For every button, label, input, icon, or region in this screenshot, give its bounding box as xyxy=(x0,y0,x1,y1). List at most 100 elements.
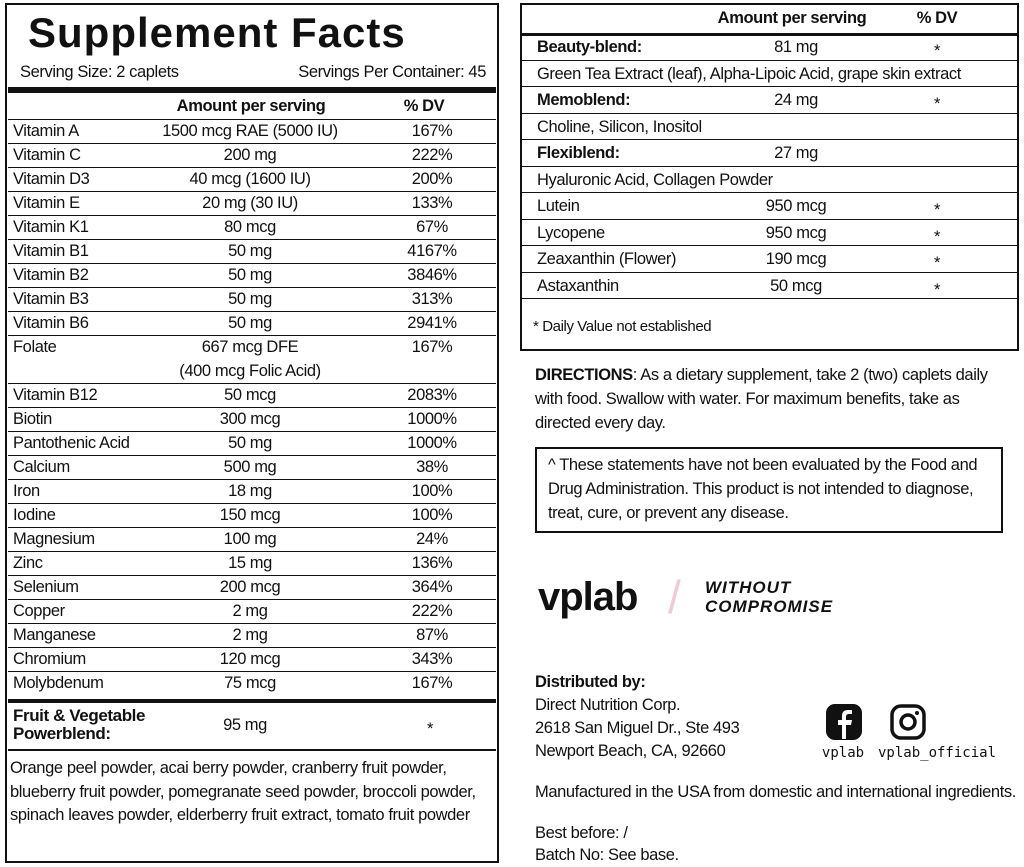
nutrient-name: Memoblend: xyxy=(537,91,631,109)
nutrient-name: Vitamin B2 xyxy=(13,266,89,284)
nutrient-name: Vitamin K1 xyxy=(13,218,89,236)
nutrient-name: Selenium xyxy=(13,578,79,596)
rule xyxy=(8,503,496,504)
rule xyxy=(8,311,496,312)
rule xyxy=(522,139,1017,140)
nutrient-dv: 343% xyxy=(411,650,453,668)
nutrient-amount: 950 mcg xyxy=(765,197,827,215)
nutrient-name: Vitamin B3 xyxy=(13,290,89,308)
nutrient-amount: 50 mcg xyxy=(224,386,276,404)
nutrient-dv: * xyxy=(933,280,941,299)
rule xyxy=(8,527,496,528)
nutrient-dv: * xyxy=(933,42,941,60)
nutrient-dv: 24% xyxy=(416,530,448,548)
nutrient-name: Vitamin E xyxy=(13,194,80,212)
rule xyxy=(8,239,496,240)
rule xyxy=(522,165,1017,167)
facts-panel xyxy=(5,3,499,863)
rule xyxy=(8,287,496,288)
rule xyxy=(8,479,496,480)
nutrient-dv: 200% xyxy=(411,170,453,188)
tagline-1: WITHOUT xyxy=(705,578,792,597)
nutrient-name: Zinc xyxy=(13,554,43,572)
nutrient-amount: 190 mcg xyxy=(765,250,827,268)
nutrient-dv: 222% xyxy=(411,146,453,164)
rule xyxy=(522,112,1017,114)
footnote: * Daily Value not established xyxy=(533,318,712,335)
nutrient-name: Manganese xyxy=(13,626,96,644)
nutrient-dv: 67% xyxy=(416,218,448,236)
nutrient-dv: 3846% xyxy=(407,266,457,284)
disclaimer-box xyxy=(535,447,1003,533)
rule xyxy=(8,215,496,216)
rule xyxy=(522,245,1017,246)
header-dv: % DV xyxy=(403,97,445,115)
nutrient-name: Lutein xyxy=(537,197,580,215)
nutrient-name: Vitamin B6 xyxy=(13,314,89,332)
nutrient-name: Lycopene xyxy=(537,223,605,242)
nutrient-amount: 950 mcg xyxy=(765,223,827,242)
nutrient-dv: 87% xyxy=(416,626,448,644)
rule xyxy=(8,431,496,432)
rule xyxy=(522,59,1017,61)
nutrient-name: Vitamin A xyxy=(13,122,79,140)
nutrient-amount: 1500 mcg RAE (5000 IU) xyxy=(162,122,338,140)
rule xyxy=(8,407,496,408)
nutrient-dv: * xyxy=(933,227,941,246)
thick-bar xyxy=(8,699,496,703)
serving-size: Serving Size: 2 caplets xyxy=(20,63,179,81)
nutrient-amount: 40 mcg (1600 IU) xyxy=(189,170,311,188)
nutrient-amount: 200 mcg xyxy=(219,578,281,596)
nutrient-name: Beauty-blend: xyxy=(537,38,642,56)
nutrient-amount: 50 mg xyxy=(228,314,272,332)
nutrient-dv: 167% xyxy=(411,122,453,140)
social-handle: vplab xyxy=(821,745,865,761)
nutrient-amount: 2 mg xyxy=(232,602,268,620)
disclaimer: ^ These statements have not been evaluat… xyxy=(548,456,978,522)
rule xyxy=(522,298,1017,299)
rule xyxy=(522,86,1017,87)
nutrient-dv: 136% xyxy=(411,554,453,572)
rule xyxy=(8,143,496,144)
rule xyxy=(522,33,1017,36)
blend-panel xyxy=(520,3,1019,351)
nutrient-dv: 38% xyxy=(416,458,448,476)
nutrient-dv: 1000% xyxy=(407,410,457,428)
nutrient-amount: 81 mg xyxy=(774,38,818,56)
nutrient-name: Molybdenum xyxy=(13,674,104,692)
nutrient-dv: 167% xyxy=(411,674,453,692)
rule xyxy=(522,271,1017,273)
nutrient-amount: 50 mg xyxy=(228,242,272,260)
batch: Batch No: See base. xyxy=(535,846,679,864)
rule xyxy=(8,191,496,192)
directions-text: : As a dietary supplement, take 2 (two) … xyxy=(535,366,988,432)
nutrient-name: Vitamin C xyxy=(13,146,81,164)
nutrient-amount: 120 mcg xyxy=(219,650,281,668)
rule xyxy=(8,455,496,456)
title: Supplement Facts xyxy=(28,9,406,56)
instagram-icon xyxy=(890,704,926,740)
rule xyxy=(8,335,496,336)
nutrient-name: Iron xyxy=(13,482,40,500)
blend-amount: 95 mg xyxy=(223,716,267,734)
logo-slash: / xyxy=(668,571,681,623)
facebook-icon xyxy=(826,704,862,740)
distributor-line: 2618 San Miguel Dr., Ste 493 xyxy=(535,719,740,737)
nutrient-amount: 50 mcg xyxy=(770,276,822,295)
nutrient-dv: 2083% xyxy=(407,386,457,404)
rule xyxy=(8,551,496,552)
nutrient-name: Copper xyxy=(13,602,65,620)
nutrient-name: Magnesium xyxy=(13,530,95,548)
directions-label: DIRECTIONS xyxy=(535,366,633,384)
nutrient-amount: 27 mg xyxy=(774,144,818,162)
nutrient-amount: 75 mcg xyxy=(224,674,276,692)
nutrient-name: Pantothenic Acid xyxy=(13,434,130,452)
header-amount: Amount per serving xyxy=(717,9,867,27)
nutrient-name: Zeaxanthin (Flower) xyxy=(537,250,677,268)
thick-bar xyxy=(8,87,496,93)
nutrient-dv: 133% xyxy=(411,194,453,212)
blend-name: Fruit & Vegetable Powerblend: xyxy=(13,706,146,743)
distributor-label: Distributed by: xyxy=(535,673,646,691)
servings: Servings Per Container: 45 xyxy=(298,63,486,81)
